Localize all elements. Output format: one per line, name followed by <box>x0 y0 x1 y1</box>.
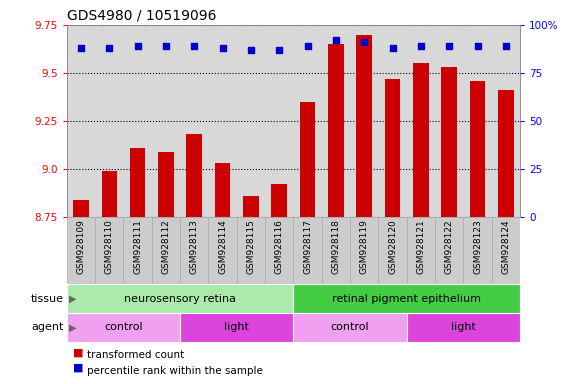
Bar <box>293 284 520 313</box>
Bar <box>67 217 95 284</box>
Text: GSM928115: GSM928115 <box>246 219 256 274</box>
Bar <box>498 90 514 217</box>
Bar <box>152 217 180 284</box>
Text: neurosensory retina: neurosensory retina <box>124 293 236 304</box>
Bar <box>180 313 293 342</box>
Bar <box>328 44 344 217</box>
Bar <box>271 184 287 217</box>
Text: GSM928119: GSM928119 <box>360 219 369 274</box>
Text: GSM928113: GSM928113 <box>190 219 199 274</box>
Bar <box>123 217 152 284</box>
Point <box>133 43 142 49</box>
Text: agent: agent <box>31 322 64 333</box>
Bar <box>215 163 231 217</box>
Point <box>388 45 397 51</box>
Point <box>218 45 227 51</box>
Text: GSM928114: GSM928114 <box>218 219 227 274</box>
Text: ■: ■ <box>73 347 87 357</box>
Point <box>275 47 284 53</box>
Bar <box>385 79 400 217</box>
Bar <box>180 217 209 284</box>
Text: GSM928118: GSM928118 <box>331 219 340 274</box>
Point <box>416 43 425 49</box>
Bar <box>322 217 350 284</box>
Point <box>501 43 511 49</box>
Bar <box>209 217 237 284</box>
Text: GDS4980 / 10519096: GDS4980 / 10519096 <box>67 8 216 22</box>
Text: control: control <box>104 322 143 333</box>
Bar <box>187 134 202 217</box>
Text: percentile rank within the sample: percentile rank within the sample <box>87 366 263 376</box>
Bar <box>67 284 293 313</box>
Bar <box>293 217 322 284</box>
Bar <box>407 313 520 342</box>
Bar <box>67 313 180 342</box>
Text: GSM928112: GSM928112 <box>162 219 170 274</box>
Bar <box>237 217 265 284</box>
Bar <box>102 171 117 217</box>
Text: ▶: ▶ <box>69 322 76 333</box>
Bar <box>356 35 372 217</box>
Point <box>444 43 454 49</box>
Point <box>246 47 256 53</box>
Text: GSM928109: GSM928109 <box>77 219 85 274</box>
Point <box>360 39 369 45</box>
Text: ■: ■ <box>73 362 87 372</box>
Bar <box>73 200 89 217</box>
Point <box>331 37 340 43</box>
Bar <box>265 217 293 284</box>
Text: light: light <box>224 322 249 333</box>
Bar <box>407 217 435 284</box>
Bar <box>492 217 520 284</box>
Text: GSM928123: GSM928123 <box>473 219 482 274</box>
Point <box>105 45 114 51</box>
Point <box>189 43 199 49</box>
Point <box>76 45 85 51</box>
Text: GSM928116: GSM928116 <box>275 219 284 274</box>
Text: GSM928121: GSM928121 <box>417 219 425 274</box>
Text: GSM928117: GSM928117 <box>303 219 312 274</box>
Bar <box>413 63 429 217</box>
Bar <box>243 196 259 217</box>
Bar <box>378 217 407 284</box>
Text: light: light <box>451 322 476 333</box>
Bar <box>158 152 174 217</box>
Bar <box>442 67 457 217</box>
Point <box>162 43 171 49</box>
Text: GSM928124: GSM928124 <box>501 219 510 274</box>
Text: GSM928122: GSM928122 <box>444 219 454 274</box>
Bar <box>95 217 123 284</box>
Bar <box>130 148 145 217</box>
Text: GSM928111: GSM928111 <box>133 219 142 274</box>
Bar <box>464 217 492 284</box>
Text: transformed count: transformed count <box>87 350 184 360</box>
Bar <box>350 217 378 284</box>
Bar <box>300 102 315 217</box>
Bar <box>469 81 485 217</box>
Text: ▶: ▶ <box>69 293 76 304</box>
Bar <box>435 217 464 284</box>
Point <box>473 43 482 49</box>
Text: control: control <box>331 322 370 333</box>
Text: GSM928110: GSM928110 <box>105 219 114 274</box>
Text: retinal pigment epithelium: retinal pigment epithelium <box>332 293 481 304</box>
Bar <box>293 313 407 342</box>
Point <box>303 43 312 49</box>
Text: GSM928120: GSM928120 <box>388 219 397 274</box>
Text: tissue: tissue <box>31 293 64 304</box>
